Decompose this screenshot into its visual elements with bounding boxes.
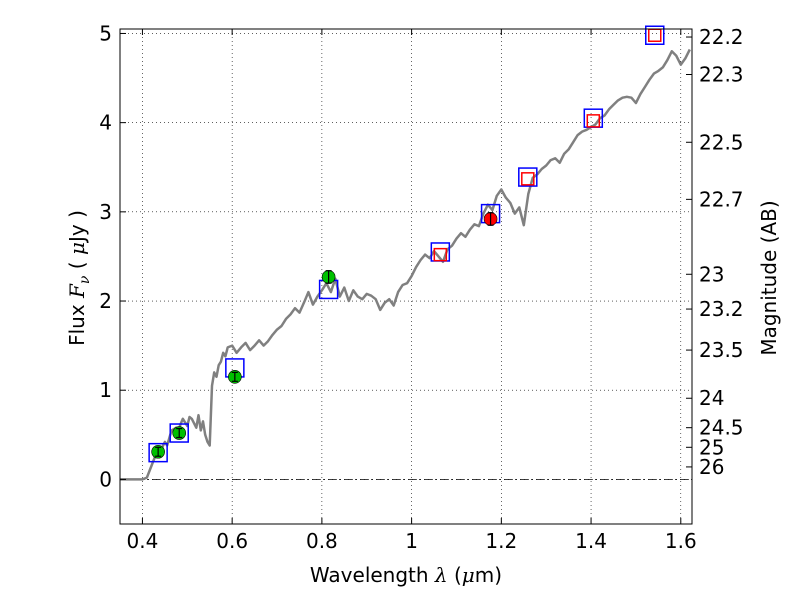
y2-tick-label: 22.7 bbox=[699, 187, 744, 211]
y-tick-label: 2 bbox=[99, 289, 112, 313]
plot-frame bbox=[119, 28, 693, 525]
model-photometry-square bbox=[645, 25, 665, 45]
x-tick-label: 0.6 bbox=[216, 529, 248, 553]
y2-axis-title: Magnitude (AB) bbox=[757, 200, 781, 355]
x-tick-label: 1.6 bbox=[665, 529, 697, 553]
y-tick-label: 4 bbox=[99, 111, 112, 135]
x-tick-label: 0.8 bbox=[306, 529, 338, 553]
y-tick-label: 3 bbox=[99, 200, 112, 224]
y2-tick-label: 22.3 bbox=[699, 62, 744, 86]
y2-tick-label: 22.2 bbox=[699, 25, 744, 49]
x-axis-title: Wavelength λ (μm) bbox=[310, 563, 502, 587]
series-layer bbox=[120, 25, 691, 481]
y2-tick-label: 23.5 bbox=[699, 338, 744, 362]
model-photometry-square bbox=[148, 442, 168, 463]
x-tick-label: 1 bbox=[405, 529, 418, 553]
y2-tick-label: 24 bbox=[699, 386, 724, 410]
x-tick-label: 1.4 bbox=[575, 529, 607, 553]
y2-tick-label: 23 bbox=[699, 262, 724, 286]
y2-tick-label: 25 bbox=[699, 435, 724, 459]
model-photometry-square bbox=[169, 423, 189, 443]
y2-tick-label: 22.5 bbox=[699, 130, 744, 154]
reference-square bbox=[433, 247, 448, 262]
y2-tick-label: 23.2 bbox=[699, 297, 744, 321]
reference-square bbox=[586, 114, 601, 128]
y-axis-title: Flux Fν ( μJy ) bbox=[65, 210, 93, 346]
model-photometry-square bbox=[518, 167, 538, 187]
x-tick-label: 0.4 bbox=[127, 529, 159, 553]
y-tick-label: 1 bbox=[99, 378, 112, 402]
y2-tick-label: 26 bbox=[699, 455, 724, 479]
x-tick-label: 1.2 bbox=[485, 529, 517, 553]
y-tick-label: 5 bbox=[99, 21, 112, 45]
y2-tick-label: 24.5 bbox=[699, 416, 744, 440]
reference-square bbox=[521, 172, 535, 186]
y-tick-label: 0 bbox=[99, 467, 112, 491]
